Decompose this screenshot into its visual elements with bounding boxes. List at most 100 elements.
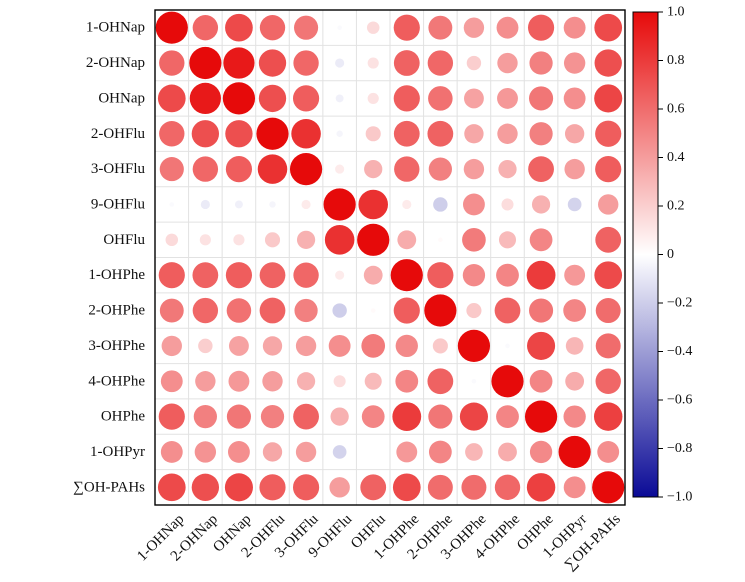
corr-circle-2-0 bbox=[157, 84, 186, 113]
corr-circle-4-7 bbox=[394, 156, 420, 182]
corr-circle-11-4 bbox=[293, 403, 319, 430]
y-tick-label: OHFlu bbox=[103, 232, 145, 248]
corr-circle-0-5 bbox=[337, 25, 342, 30]
corr-circle-9-8 bbox=[432, 338, 448, 354]
corr-circle-7-7 bbox=[390, 259, 423, 292]
corr-circle-1-6 bbox=[367, 57, 379, 69]
corr-circle-3-5 bbox=[336, 130, 343, 137]
corr-circle-12-10 bbox=[498, 442, 517, 462]
corr-circle-5-3 bbox=[269, 201, 276, 208]
corr-circle-7-11 bbox=[526, 260, 556, 290]
corr-circle-6-2 bbox=[233, 234, 245, 246]
corr-circle-5-11 bbox=[531, 195, 551, 214]
corr-circle-11-8 bbox=[428, 404, 453, 429]
y-tick-label: OHPhe bbox=[101, 409, 146, 425]
corr-circle-9-5 bbox=[328, 334, 351, 357]
corr-circle-5-12 bbox=[567, 197, 582, 212]
grid-layer bbox=[155, 10, 625, 505]
corr-circle-8-8 bbox=[424, 294, 457, 327]
corr-circle-12-5 bbox=[332, 445, 347, 459]
y-tick-label: OHNap bbox=[98, 90, 145, 106]
corr-circle-6-3 bbox=[264, 232, 281, 248]
corr-circle-7-12 bbox=[564, 264, 586, 286]
corr-circle-3-2 bbox=[225, 120, 253, 148]
corr-circle-4-3 bbox=[257, 154, 288, 184]
corr-circle-9-4 bbox=[295, 335, 317, 357]
corr-circle-7-13 bbox=[594, 261, 623, 290]
corr-circle-0-10 bbox=[496, 16, 519, 39]
corr-circle-1-3 bbox=[258, 49, 287, 77]
corr-circle-3-8 bbox=[427, 120, 454, 147]
y-tick-label: 9-OHFlu bbox=[91, 196, 146, 212]
corr-circle-9-7 bbox=[395, 334, 418, 358]
corr-circle-8-11 bbox=[529, 298, 554, 323]
corr-circle-6-13 bbox=[595, 226, 622, 253]
corr-circle-5-4 bbox=[301, 199, 311, 210]
corr-circle-10-11 bbox=[529, 369, 553, 393]
corr-circle-9-12 bbox=[565, 337, 584, 355]
corr-circle-7-3 bbox=[259, 262, 286, 289]
corr-circle-9-6 bbox=[361, 334, 386, 358]
y-tick-label: 2-OHPhe bbox=[88, 303, 145, 319]
corr-circle-7-10 bbox=[496, 263, 519, 287]
corr-circle-2-9 bbox=[463, 88, 484, 109]
corr-circle-10-13 bbox=[595, 368, 621, 394]
corr-circle-4-12 bbox=[564, 158, 585, 180]
corr-circle-6-0 bbox=[165, 233, 179, 247]
corr-circle-10-3 bbox=[262, 371, 283, 392]
corr-circle-4-1 bbox=[192, 156, 219, 182]
corr-circle-4-5 bbox=[335, 164, 345, 174]
corr-circle-7-4 bbox=[293, 262, 319, 288]
corr-circle-10-9 bbox=[471, 378, 477, 384]
corr-circle-2-13 bbox=[594, 84, 623, 113]
circle-layer bbox=[155, 11, 625, 504]
corr-circle-13-5 bbox=[329, 477, 350, 498]
corr-circle-1-1 bbox=[189, 46, 222, 80]
corr-circle-2-2 bbox=[222, 82, 256, 115]
corr-circle-13-11 bbox=[526, 473, 556, 502]
corr-circle-3-4 bbox=[291, 118, 321, 149]
corr-circle-11-2 bbox=[226, 404, 251, 429]
plot-border bbox=[154, 9, 626, 506]
corr-circle-11-11 bbox=[524, 400, 558, 433]
corr-circle-12-1 bbox=[194, 441, 217, 463]
corr-circle-13-10 bbox=[494, 474, 521, 501]
colorbar-tick-label: 0.6 bbox=[667, 102, 685, 117]
y-tick-label: 1-OHPhe bbox=[88, 267, 145, 283]
corr-circle-8-4 bbox=[294, 298, 318, 323]
corr-circle-7-6 bbox=[363, 265, 383, 285]
corr-circle-0-0 bbox=[155, 11, 188, 44]
corr-circle-3-9 bbox=[464, 124, 484, 144]
corr-circle-0-4 bbox=[294, 15, 319, 40]
corr-circle-3-3 bbox=[256, 117, 289, 150]
corr-circle-4-9 bbox=[463, 158, 485, 180]
corr-circle-11-0 bbox=[158, 403, 185, 430]
colorbar-tick-label: 1.0 bbox=[667, 5, 685, 20]
corr-circle-4-13 bbox=[595, 156, 622, 183]
corr-circle-11-7 bbox=[392, 402, 422, 432]
corr-circle-3-13 bbox=[595, 120, 622, 147]
corr-circle-5-9 bbox=[462, 193, 485, 216]
y-tick-label: 1-OHPyr bbox=[90, 444, 145, 460]
corr-circle-13-1 bbox=[191, 473, 220, 501]
corr-circle-1-4 bbox=[293, 50, 319, 76]
y-tick-label: 3-OHPhe bbox=[88, 338, 145, 354]
corr-circle-6-5 bbox=[324, 225, 355, 255]
corr-circle-1-2 bbox=[223, 47, 255, 79]
colorbar-tick-label: −0.6 bbox=[667, 393, 692, 408]
corr-circle-2-11 bbox=[529, 86, 554, 111]
corr-circle-10-10 bbox=[491, 365, 524, 398]
corr-circle-12-4 bbox=[295, 441, 317, 463]
corr-circle-5-5 bbox=[323, 188, 356, 221]
corr-circle-12-2 bbox=[227, 441, 250, 463]
colorbar-tick-label: −0.4 bbox=[667, 344, 692, 359]
corr-circle-5-6 bbox=[358, 189, 388, 220]
y-tick-labels: 1-OHNap 2-OHNap OHNap 2-OHFlu 3-OHFlu 9-OHFlu… bbox=[73, 20, 145, 496]
corr-circle-11-13 bbox=[593, 402, 623, 431]
corr-circle-12-9 bbox=[465, 443, 483, 461]
corr-circle-4-6 bbox=[364, 159, 383, 179]
corr-circle-1-12 bbox=[563, 52, 586, 74]
corr-circle-5-8 bbox=[433, 197, 448, 212]
